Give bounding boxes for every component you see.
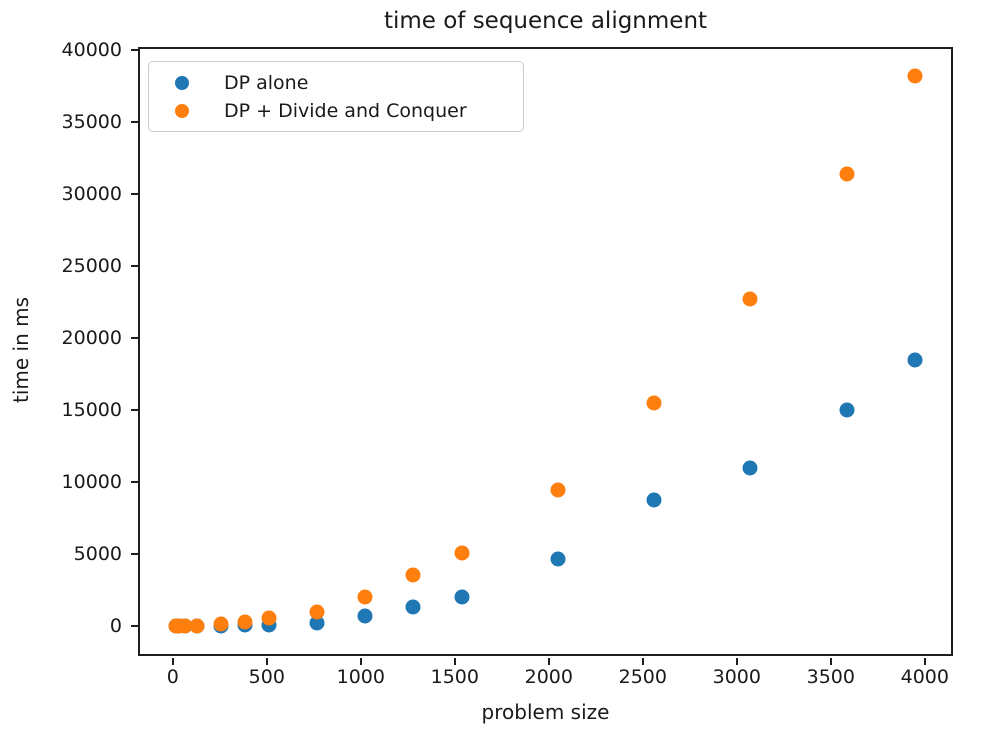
data-point-dp-alone: [742, 460, 758, 476]
x-tick-mark: [829, 658, 832, 665]
data-point-dp-divide-and-conquer: [646, 395, 662, 411]
x-tick-mark: [359, 658, 362, 665]
legend-label: DP + Divide and Conquer: [224, 100, 467, 122]
x-tick-label: 2000: [524, 666, 573, 688]
data-point-dp-divide-and-conquer: [907, 68, 923, 84]
plot-area: [138, 47, 953, 656]
y-tick-mark: [131, 48, 138, 51]
data-point-dp-divide-and-conquer: [189, 618, 205, 634]
data-point-dp-divide-and-conquer: [742, 291, 758, 307]
y-tick-mark: [131, 337, 138, 340]
data-point-dp-divide-and-conquer: [261, 610, 277, 626]
data-point-dp-divide-and-conquer: [309, 604, 325, 620]
data-point-dp-alone: [454, 589, 470, 605]
legend-marker-icon: [175, 76, 189, 90]
legend-row: DP + Divide and Conquer: [149, 97, 523, 125]
y-tick-label: 5000: [73, 543, 122, 566]
x-tick-mark: [171, 658, 174, 665]
data-point-dp-alone: [309, 615, 325, 631]
x-tick-mark: [923, 658, 926, 665]
y-tick-label: 30000: [61, 183, 122, 206]
y-tick-label: 40000: [61, 38, 122, 61]
data-point-dp-divide-and-conquer: [237, 614, 253, 630]
data-point-dp-alone: [405, 599, 421, 615]
x-tick-label: 2500: [618, 666, 667, 688]
data-point-dp-alone: [907, 352, 923, 368]
y-tick-mark: [131, 481, 138, 484]
data-point-dp-alone: [646, 492, 662, 508]
y-tick-mark: [131, 120, 138, 123]
x-tick-label: 3500: [806, 666, 855, 688]
y-tick-mark: [131, 265, 138, 268]
data-point-dp-alone: [839, 402, 855, 418]
data-point-dp-alone: [357, 608, 373, 624]
data-point-dp-divide-and-conquer: [454, 545, 470, 561]
y-axis-label: time in ms: [9, 296, 33, 404]
y-tick-label: 10000: [61, 471, 122, 494]
y-tick-mark: [131, 193, 138, 196]
data-point-dp-divide-and-conquer: [213, 616, 229, 632]
y-tick-label: 25000: [61, 255, 122, 278]
y-tick-label: 15000: [61, 399, 122, 422]
y-tick-mark: [131, 553, 138, 556]
chart-title: time of sequence alignment: [383, 8, 708, 34]
x-tick-label: 500: [248, 666, 285, 688]
x-tick-mark: [265, 658, 268, 665]
x-tick-mark: [547, 658, 550, 665]
data-point-dp-divide-and-conquer: [839, 166, 855, 182]
y-tick-label: 35000: [61, 110, 122, 133]
data-point-dp-divide-and-conquer: [357, 589, 373, 605]
legend-marker-icon: [175, 104, 189, 118]
data-point-dp-divide-and-conquer: [550, 482, 566, 498]
x-tick-label: 0: [166, 666, 179, 688]
x-tick-mark: [453, 658, 456, 665]
data-point-dp-divide-and-conquer: [405, 567, 421, 583]
x-tick-label: 4000: [900, 666, 949, 688]
y-tick-mark: [131, 409, 138, 412]
y-tick-mark: [131, 625, 138, 628]
x-tick-mark: [735, 658, 738, 665]
legend-label: DP alone: [224, 72, 309, 94]
x-tick-label: 1500: [430, 666, 479, 688]
y-tick-label: 0: [109, 615, 122, 638]
legend-row: DP alone: [149, 69, 523, 97]
x-tick-mark: [641, 658, 644, 665]
legend: DP alone DP + Divide and Conquer: [148, 61, 524, 132]
y-tick-label: 20000: [61, 327, 122, 350]
x-axis-label: problem size: [481, 700, 610, 724]
data-point-dp-divide-and-conquer: [177, 618, 193, 634]
data-point-dp-alone: [550, 551, 566, 567]
y-axis-label-container: time in ms: [8, 200, 34, 500]
x-tick-label: 3000: [712, 666, 761, 688]
x-tick-label: 1000: [336, 666, 385, 688]
